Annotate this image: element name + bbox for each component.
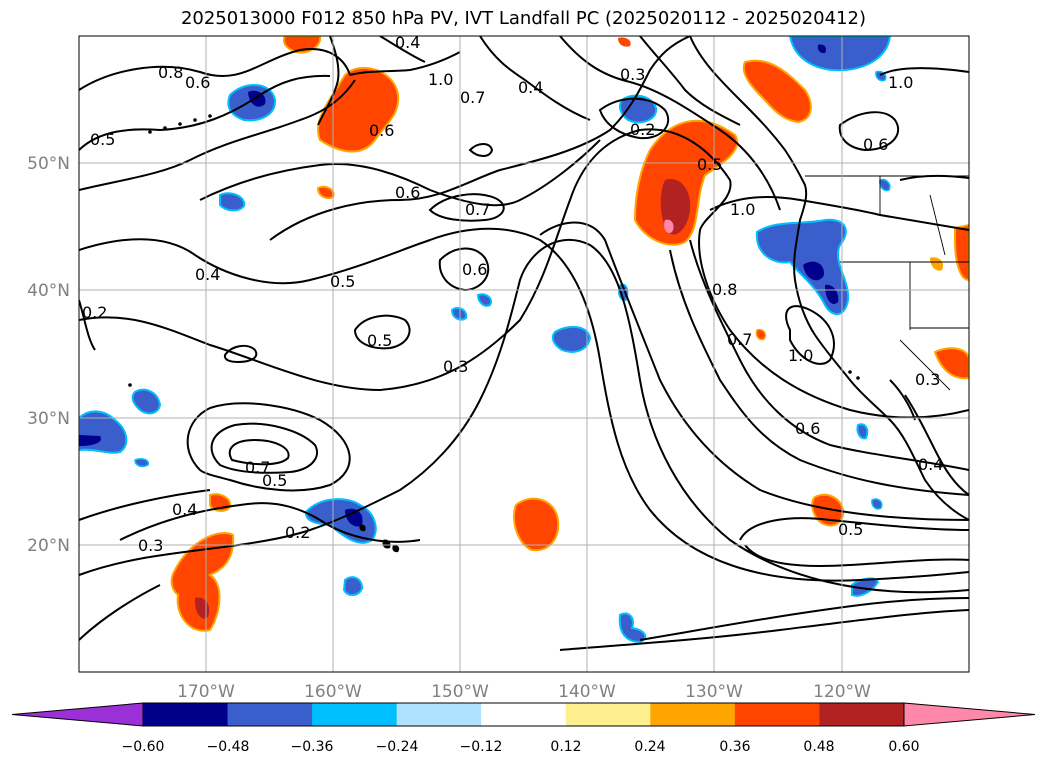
gridlines [79,36,969,672]
colorbar-extend-high [903,702,1036,727]
colorbar-segment [143,703,229,726]
colorbar-tick-label: −0.12 [460,739,503,755]
colorbar-tick-label: −0.36 [291,739,334,755]
map-frame [78,35,970,673]
colorbar-segment [481,703,567,726]
contour-label: 0.7 [465,200,490,219]
map-area: 0.8 0.6 0.5 0.6 0.4 1.0 0.7 0.4 0.3 0.2 … [79,33,969,672]
contour-labels: 0.8 0.6 0.5 0.6 0.4 1.0 0.7 0.4 0.3 0.2 … [82,33,943,555]
contour-label: 0.4 [395,33,420,52]
contour-label: 1.0 [428,70,453,89]
islands [128,114,860,553]
lon-label: 160°W [304,682,362,702]
lat-label: 50°N [27,154,70,174]
lon-label: 120°W [813,682,871,702]
lat-label: 40°N [27,281,70,301]
latitude-labels: 50°N 40°N 30°N 20°N [27,154,70,556]
contour-label: 0.3 [443,357,468,376]
colorbar-segments [11,702,1036,727]
contour-label: 0.4 [172,500,197,519]
positive-pv-shading [170,36,969,632]
contour-label: 0.7 [727,330,752,349]
contour-label: 0.3 [620,65,645,84]
colorbar-tick-label: 0.12 [550,739,581,755]
colorbar-outline [142,702,905,727]
colorbar-segment [734,703,820,726]
lon-label: 130°W [685,682,743,702]
colorbar-segment [312,703,398,726]
contour-label: 0.8 [712,280,737,299]
ivt-contours [79,36,969,651]
contour-label: 0.7 [460,88,485,107]
lon-label: 150°W [431,682,489,702]
map-title: 2025013000 F012 850 hPa PV, IVT Landfall… [180,8,867,29]
contour-label: 0.6 [462,260,487,279]
contour-label: 1.0 [788,346,813,365]
contour-label: 0.6 [369,121,394,140]
contour-label: 0.5 [330,272,355,291]
colorbar-extend-low [11,702,144,727]
colorbar-tick-label: 0.60 [888,739,919,755]
contour-label: 0.6 [185,73,210,92]
contour-label: 0.6 [795,419,820,438]
colorbar-tick-label: 0.24 [634,739,665,755]
contour-label: 0.4 [918,455,943,474]
colorbar-segment [819,703,905,726]
borders [805,175,969,391]
longitude-labels: 170°W 160°W 150°W 140°W 130°W 120°W [177,682,871,702]
coastlines [317,36,969,521]
colorbar-tick-labels: −0.60 −0.48 −0.36 −0.24 −0.12 0.12 0.24 … [122,739,920,755]
contour-label: 0.2 [285,523,310,542]
contour-label: 0.5 [367,331,392,350]
contour-label: 0.2 [630,120,655,139]
contour-label: 0.3 [138,536,163,555]
contour-label: 0.7 [245,458,270,477]
colorbar: −0.60 −0.48 −0.36 −0.24 −0.12 0.12 0.24 … [11,702,1036,755]
contour-label: 0.8 [158,63,183,82]
contour-label: 0.4 [195,265,220,284]
contour-label: 1.0 [730,200,755,219]
contour-label: 0.6 [863,135,888,154]
colorbar-tick-label: −0.48 [207,739,250,755]
colorbar-segment [565,703,651,726]
lat-label: 20°N [27,536,70,556]
contour-label: 0.4 [518,78,543,97]
colorbar-segment [396,703,482,726]
contour-label: 0.5 [838,520,863,539]
lon-label: 140°W [558,682,616,702]
colorbar-tick-label: 0.48 [803,739,834,755]
contour-label: 0.3 [915,370,940,389]
colorbar-tick-label: −0.24 [376,739,419,755]
contour-label: 0.5 [90,130,115,149]
lat-label: 30°N [27,409,70,429]
lon-label: 170°W [177,682,235,702]
colorbar-segment [227,703,313,726]
contour-label: 0.5 [697,155,722,174]
colorbar-tick-label: −0.60 [122,739,165,755]
contour-label: 1.0 [888,73,913,92]
contour-label: 0.5 [262,471,287,490]
colorbar-tick-label: 0.36 [719,739,750,755]
colorbar-segment [650,703,736,726]
contour-label: 0.2 [82,303,107,322]
contour-label: 0.6 [395,183,420,202]
